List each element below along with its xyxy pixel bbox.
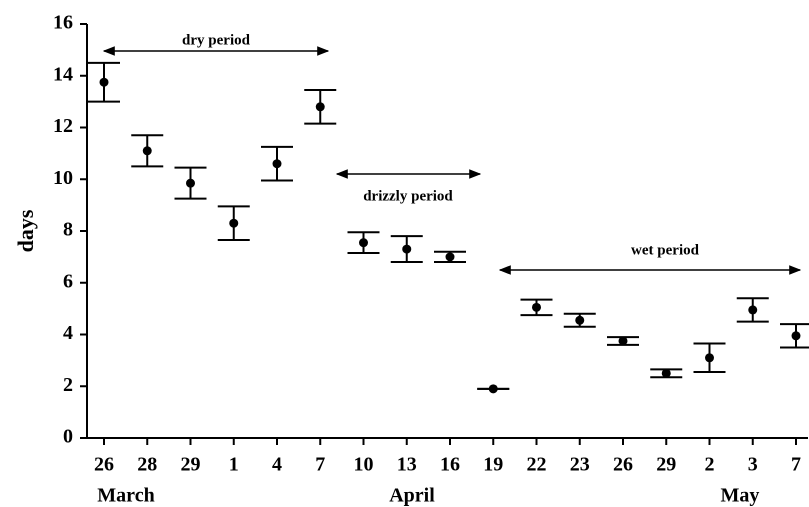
x-tick-label: 26 bbox=[94, 454, 114, 476]
y-axis-label: days bbox=[13, 209, 38, 252]
annotation: dry period bbox=[182, 32, 251, 48]
annotation: wet period bbox=[631, 242, 700, 258]
x-tick-label: 16 bbox=[440, 454, 460, 476]
x-tick-label: 23 bbox=[570, 454, 590, 476]
y-tick-label: 2 bbox=[63, 374, 73, 396]
y-tick-label: 16 bbox=[53, 12, 73, 34]
point bbox=[661, 368, 671, 378]
point bbox=[315, 102, 325, 112]
point bbox=[229, 218, 239, 228]
x-tick-label: 2 bbox=[705, 454, 715, 476]
x-tick-label: 28 bbox=[137, 454, 157, 476]
point bbox=[748, 305, 758, 315]
point bbox=[705, 353, 714, 363]
y-tick-label: 6 bbox=[63, 270, 73, 292]
point bbox=[142, 146, 152, 156]
y-tick-label: 14 bbox=[53, 63, 73, 85]
x-tick-label: 7 bbox=[315, 454, 325, 476]
annotation: drizzly period bbox=[363, 188, 453, 204]
point bbox=[532, 302, 541, 312]
point bbox=[272, 159, 282, 169]
y-tick-label: 0 bbox=[63, 426, 73, 448]
x-tick-label: 29 bbox=[656, 454, 676, 476]
point bbox=[99, 77, 109, 87]
point bbox=[618, 336, 628, 346]
month-label: March bbox=[97, 485, 154, 507]
x-tick-label: 10 bbox=[354, 454, 374, 476]
point bbox=[575, 315, 585, 325]
point bbox=[186, 178, 195, 188]
point bbox=[445, 252, 455, 262]
y-tick-label: 8 bbox=[63, 219, 73, 241]
x-tick-label: 4 bbox=[272, 454, 282, 476]
y-tick-label: 4 bbox=[63, 322, 73, 344]
x-tick-label: 19 bbox=[483, 454, 503, 476]
x-tick-label: 29 bbox=[181, 454, 201, 476]
month-label: April bbox=[389, 485, 435, 507]
point bbox=[488, 384, 498, 394]
x-tick-label: 7 bbox=[791, 454, 801, 476]
x-tick-label: 22 bbox=[527, 454, 547, 476]
x-tick-label: 13 bbox=[397, 454, 417, 476]
point bbox=[402, 244, 412, 254]
month-label: May bbox=[721, 485, 760, 507]
point bbox=[791, 331, 801, 341]
point bbox=[359, 238, 368, 248]
x-tick-label: 3 bbox=[748, 454, 758, 476]
y-tick-label: 12 bbox=[53, 115, 73, 137]
x-tick-label: 1 bbox=[229, 454, 239, 476]
x-tick-label: 26 bbox=[613, 454, 633, 476]
y-tick-label: 10 bbox=[53, 167, 73, 189]
